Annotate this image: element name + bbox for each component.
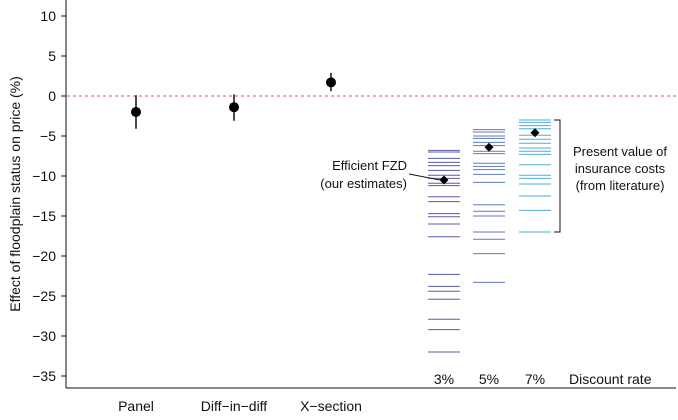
- estimate-point: [326, 77, 336, 88]
- y-tick-label: −25: [32, 288, 56, 304]
- insurance-costs-group: 3% 5% 7% Discount rate: [428, 119, 652, 387]
- axes: 10 5 0 −5 −10 −15 −20 −25 −30 −35 Effect of floodp…: [7, 0, 676, 389]
- y-tick-label: −30: [32, 328, 56, 344]
- discount-rate-label: 3%: [434, 371, 454, 387]
- efficient-fzd-diamond: [439, 175, 449, 185]
- y-tick-label: 0: [48, 88, 56, 104]
- y-tick-label: 10: [40, 8, 56, 24]
- x-category-label: X−section: [300, 398, 362, 414]
- y-tick-label: −20: [32, 248, 56, 264]
- annotation-present-value: (from literature): [576, 178, 665, 193]
- y-tick-label: −5: [40, 128, 56, 144]
- x-category-label: Panel: [118, 398, 154, 414]
- x-category-label: Diff−in−diff: [201, 398, 268, 414]
- discount-rate-label: 7%: [525, 371, 545, 387]
- y-axis-label: Effect of floodplain status on price (%): [7, 76, 23, 312]
- efficient-fzd-diamond: [530, 128, 540, 138]
- y-tick-label: −15: [32, 208, 56, 224]
- discount-rate-title: Discount rate: [569, 371, 652, 387]
- estimate-point: [131, 107, 141, 117]
- annotation-efficient-fzd: Efficient FZD: [332, 158, 407, 173]
- present-value-bracket: [554, 119, 561, 233]
- annotation-present-value: insurance costs: [575, 161, 666, 176]
- estimates-group: Panel Diff−in−diff X−section: [118, 72, 362, 414]
- efficient-fzd-pointer: [408, 173, 441, 181]
- y-tick-label: 5: [48, 48, 56, 64]
- discount-rate-label: 5%: [479, 371, 499, 387]
- y-tick-label: −35: [32, 368, 56, 384]
- efficient-fzd-diamond: [484, 142, 494, 152]
- annotations-group: Efficient FZD (our estimates) Present valu…: [320, 119, 667, 233]
- annotation-efficient-fzd: (our estimates): [320, 176, 407, 191]
- annotation-present-value: Present value of: [573, 144, 667, 159]
- estimate-point: [229, 102, 239, 113]
- y-tick-label: −10: [32, 168, 56, 184]
